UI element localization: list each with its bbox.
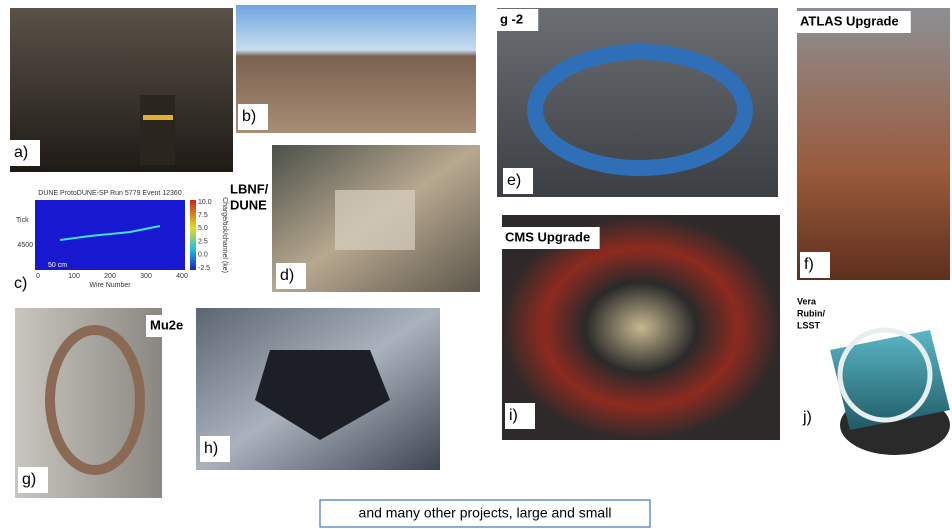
photo-a	[10, 8, 233, 172]
project-title: Vera	[797, 296, 817, 306]
panel-label: g)	[22, 471, 36, 488]
title-box	[146, 315, 189, 337]
label-box	[10, 273, 38, 295]
photo-f	[797, 8, 950, 280]
label-box	[10, 140, 40, 166]
panel-label: a)	[14, 144, 28, 161]
photo-detail	[45, 325, 145, 475]
label-box	[276, 263, 306, 289]
title-box	[496, 9, 539, 31]
colorbar-tick: 2.5	[198, 238, 208, 245]
plot-y-label: Tick	[16, 217, 29, 224]
title-box	[796, 11, 911, 33]
panel-label: f)	[804, 256, 814, 273]
panel-label: j)	[802, 409, 812, 426]
project-title: LBNF/	[230, 181, 269, 196]
panel-label: d)	[280, 267, 294, 284]
project-title: ATLAS Upgrade	[800, 13, 899, 28]
label-box	[18, 467, 48, 493]
photo-detail	[335, 190, 415, 250]
plot-x-tick: 400	[176, 273, 188, 280]
plot-track	[59, 225, 161, 241]
label-box	[200, 436, 230, 462]
label-box	[800, 252, 830, 278]
project-title: Mu2e	[150, 317, 183, 332]
colorbar	[190, 200, 196, 270]
panel-label: i)	[509, 407, 518, 424]
photo-detail	[143, 115, 173, 120]
photos	[10, 5, 950, 498]
plot-x-tick: 100	[68, 273, 80, 280]
label-box	[505, 403, 535, 429]
photo-i	[502, 215, 780, 440]
scale-label: 50 cm	[48, 262, 67, 269]
project-title: Rubin/	[797, 308, 825, 318]
panel-label: h)	[204, 440, 218, 457]
project-title: LSST	[797, 320, 821, 330]
caption-box	[319, 499, 651, 528]
colorbar-tick: 5.0	[198, 225, 208, 232]
panel-label: e)	[507, 172, 521, 189]
colorbar-tick: -2.5	[198, 265, 210, 272]
photo-b	[236, 5, 476, 133]
label-box	[503, 168, 533, 194]
label-box	[238, 104, 268, 130]
caption: and many other projects, large and small	[359, 505, 612, 521]
plot-x-tick: 300	[140, 273, 152, 280]
photo-detail	[527, 44, 753, 176]
panel-label: b)	[242, 108, 256, 125]
photo-detail	[255, 350, 390, 440]
project-title: CMS Upgrade	[505, 229, 590, 244]
project-title: DUNE	[230, 197, 267, 212]
photo-detail	[140, 95, 175, 165]
panel-label: c)	[14, 275, 27, 292]
title-box	[501, 227, 600, 249]
project-title: g -2	[500, 11, 523, 26]
colorbar-tick: 10.0	[198, 199, 212, 206]
plot-x-tick: 200	[104, 273, 116, 280]
label-box	[799, 405, 829, 431]
colorbar-tick: 0.0	[198, 252, 208, 259]
plot-x-label: Wire Number	[89, 282, 131, 289]
plot-x-tick: 0	[36, 273, 40, 280]
plot-title: DUNE ProtoDUNE-SP Run 5779 Event 12360	[38, 190, 182, 197]
colorbar-label: Charge/tick/channel (ke)	[221, 197, 228, 273]
colorbar-tick: 7.5	[198, 212, 208, 219]
photo-detail	[837, 327, 933, 423]
plot-y-tick: 4500	[17, 242, 33, 249]
